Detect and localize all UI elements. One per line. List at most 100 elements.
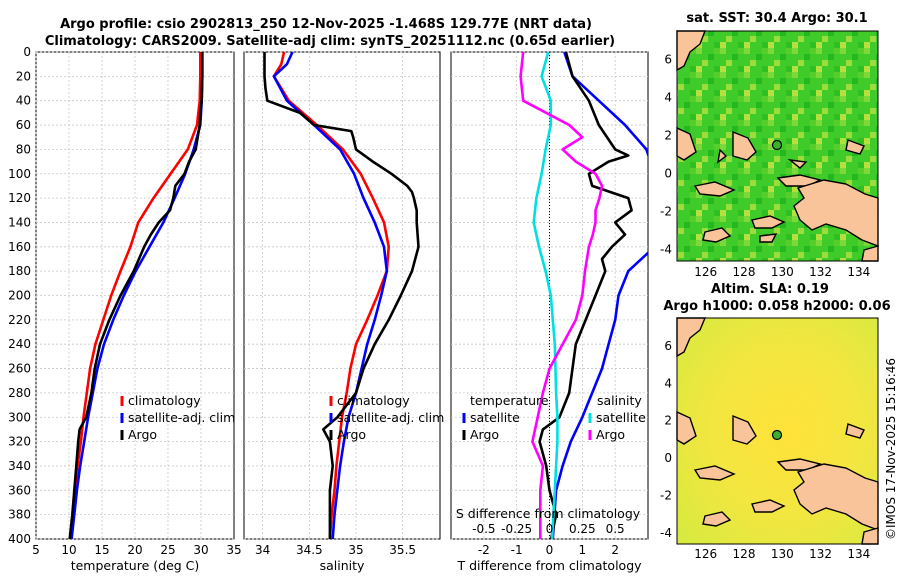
legend-title-temperature: temperature [470, 393, 549, 408]
sla-map-title-2: Argo h1000: 0.058 h2000: 0.06 [663, 299, 890, 314]
y-tick-label: 300 [8, 410, 31, 424]
series-line-argo [68, 52, 204, 539]
sla-land [676, 317, 879, 545]
secondary-x-tick-label: 0.25 [569, 522, 596, 536]
x-tick-label: -1 [511, 543, 523, 557]
map-y-tick-label: 2 [664, 129, 672, 143]
sla-map [676, 317, 879, 545]
secondary-x-axis-label: S difference from climatology [456, 506, 641, 521]
secondary-x-tick-label: 0 [546, 522, 554, 536]
x-tick-label: 35 [226, 543, 241, 557]
title-line-2: Climatology: CARS2009. Satellite-adj cli… [45, 34, 615, 49]
y-tick-label: 40 [16, 94, 31, 108]
legend-label: Argo [470, 427, 499, 442]
y-tick-label: 120 [8, 191, 31, 205]
map-y-tick-label: 4 [664, 376, 672, 390]
x-axis-label: temperature (deg C) [71, 558, 200, 573]
y-tick-label: 380 [8, 508, 31, 522]
x-tick-label: 10 [61, 543, 76, 557]
x-tick-label: 1 [579, 543, 587, 557]
map-ticks: 126 128 130 132 134 6 4 2 0 -2 -4 126 128 130 132 134 6 4… [660, 53, 870, 561]
map-y-tick-label: 6 [664, 339, 672, 353]
map-y-tick-label: 0 [664, 451, 672, 465]
legend-label: Argo [337, 427, 366, 442]
x-axis-label: salinity [320, 558, 365, 573]
y-tick-label: 320 [8, 435, 31, 449]
legend-title-salinity: salinity [597, 393, 642, 408]
sst-land [676, 30, 879, 262]
x-tick-label: -2 [478, 543, 490, 557]
x-tick-label: 2 [611, 543, 619, 557]
map-y-tick-label: -4 [660, 526, 672, 540]
y-tick-label: 180 [8, 264, 31, 278]
x-tick-label: 30 [193, 543, 208, 557]
map-x-tick-label: 132 [809, 547, 832, 561]
y-tick-label: 400 [8, 532, 31, 546]
watermark: ©IMOS 17-Nov-2025 15:16:46 [884, 358, 898, 540]
map-x-tick-label: 132 [809, 265, 832, 279]
y-tick-label: 260 [8, 362, 31, 376]
map-y-tick-label: 4 [664, 91, 672, 105]
y-tick-label: 160 [8, 240, 31, 254]
series-line-s-satellite [532, 52, 559, 539]
y-tick-label: 60 [16, 118, 31, 132]
map-x-tick-label: 130 [771, 547, 794, 561]
legend-label: satellite-adj. clim [337, 410, 444, 425]
salinity-panel: 34 34.5 35 35.5 salinity climatology satellite… [243, 51, 444, 573]
x-tick-label: 20 [127, 543, 142, 557]
temperature-panel: 5 10 15 20 25 30 35 0 20 40 60 80 100 120 140 160 180 200… [8, 45, 242, 573]
x-tick-label: 0 [546, 543, 554, 557]
map-y-tick-label: 2 [664, 414, 672, 428]
sla-map-title-1: Altim. SLA: 0.19 [711, 282, 829, 297]
x-tick-label: 15 [94, 543, 109, 557]
map-x-tick-label: 130 [771, 265, 794, 279]
legend-label: climatology [128, 393, 201, 408]
x-tick-label: 5 [32, 543, 40, 557]
legend-label: satellite-adj. clim [128, 410, 235, 425]
x-tick-label: 25 [160, 543, 175, 557]
series-line-argo [263, 52, 420, 539]
sst-map-title: sat. SST: 30.4 Argo: 30.1 [686, 11, 867, 26]
y-tick-label: 340 [8, 459, 31, 473]
legend-label: climatology [337, 393, 410, 408]
sst-map [676, 30, 879, 262]
y-tick-label: 0 [23, 45, 31, 59]
series-line-climatology [69, 52, 202, 539]
legend-label: satellite [470, 410, 520, 425]
y-tick-label: 220 [8, 313, 31, 327]
series-line-climatology [272, 52, 391, 539]
y-tick-label: 100 [8, 167, 31, 181]
y-tick-label: 20 [16, 69, 31, 83]
x-tick-label: 35 [348, 543, 363, 557]
secondary-x-tick-label: 0.5 [606, 522, 625, 536]
map-y-tick-label: -4 [660, 243, 672, 257]
y-tick-label: 240 [8, 337, 31, 351]
y-tick-label: 200 [8, 289, 31, 303]
series-line-t-argo [538, 52, 633, 539]
map-x-tick-label: 128 [733, 547, 756, 561]
series-line-t-satellite [551, 52, 648, 539]
map-x-tick-label: 134 [847, 547, 870, 561]
series-line-s-argo [519, 52, 604, 539]
map-x-tick-label: 134 [847, 265, 870, 279]
title-line-1: Argo profile: csio 2902813_250 12-Nov-20… [60, 17, 592, 32]
legend-label: Argo [128, 427, 157, 442]
difference-panel: -2 -1 0 1 2T difference from climatology temp… [450, 51, 649, 573]
secondary-x-tick-label: -0.5 [472, 522, 495, 536]
legend-label: satellite [596, 410, 646, 425]
y-tick-label: 280 [8, 386, 31, 400]
sst-argo-marker [771, 139, 783, 151]
map-x-tick-label: 128 [733, 265, 756, 279]
map-y-tick-label: -2 [660, 205, 672, 219]
y-tick-label: 80 [16, 142, 31, 156]
map-x-tick-label: 126 [694, 547, 717, 561]
secondary-x-tick-label: -0.25 [501, 522, 532, 536]
map-y-tick-label: 6 [664, 53, 672, 67]
x-tick-label: 35.5 [389, 543, 416, 557]
x-tick-label: 34 [255, 543, 270, 557]
x-tick-label: 34.5 [296, 543, 323, 557]
legend-label: Argo [596, 427, 625, 442]
y-tick-label: 140 [8, 215, 31, 229]
sla-argo-marker [771, 429, 783, 441]
